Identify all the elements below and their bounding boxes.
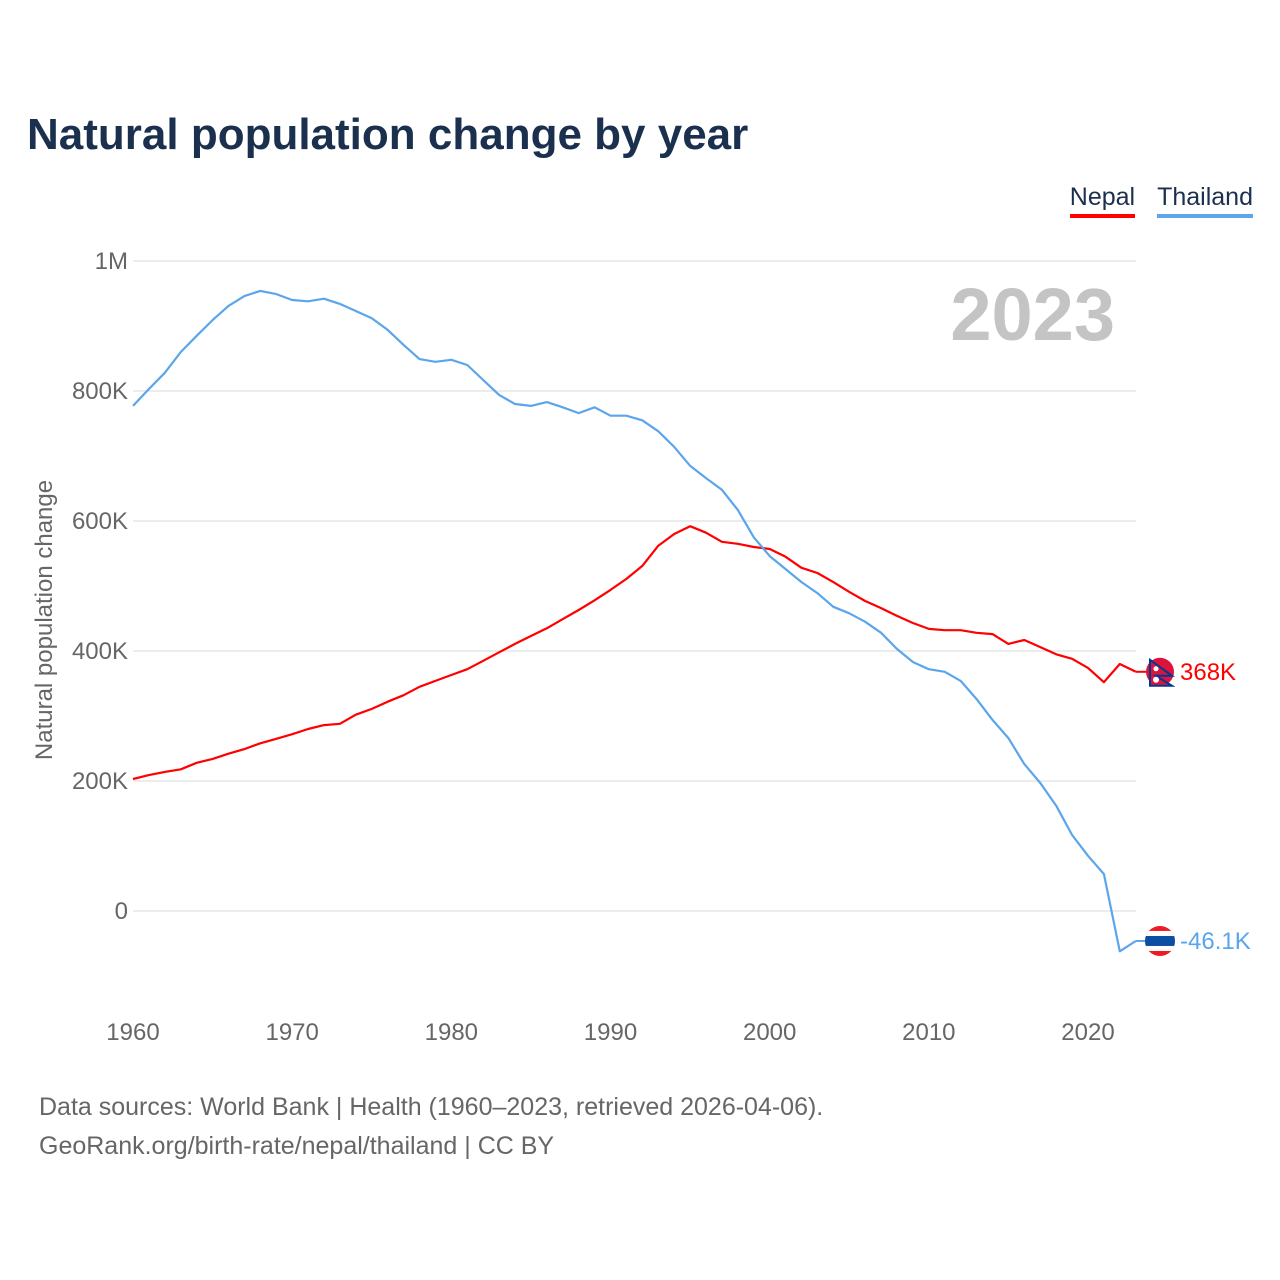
source-line-1: Data sources: World Bank | Health (1960–… bbox=[39, 1093, 824, 1121]
x-tick-label: 2010 bbox=[902, 1019, 955, 1046]
x-tick-label: 1960 bbox=[106, 1019, 159, 1046]
source-note: Data sources: World Bank | Health (1960–… bbox=[39, 1088, 823, 1166]
thailand-flag-icon bbox=[1145, 925, 1175, 956]
y-tick-label: 0 bbox=[115, 898, 128, 925]
chart-title: Natural population change by year bbox=[27, 110, 749, 159]
legend-item-thailand[interactable]: Thailand bbox=[1157, 183, 1253, 218]
x-tick-label: 2020 bbox=[1061, 1019, 1114, 1046]
y-tick-label: 200K bbox=[72, 768, 128, 795]
series-line-nepal bbox=[132, 525, 1137, 781]
y-tick-label: 400K bbox=[72, 638, 128, 665]
legend: Nepal Thailand bbox=[1069, 183, 1253, 218]
y-tick-label: 800K bbox=[72, 378, 128, 405]
y-tick-label: 1M bbox=[95, 248, 128, 275]
end-label-nepal: 368K bbox=[1180, 659, 1236, 686]
nepal-flag-icon bbox=[1146, 657, 1176, 687]
y-tick-label: 600K bbox=[72, 508, 128, 535]
source-line-2[interactable]: GeoRank.org/birth-rate/nepal/thailand | … bbox=[39, 1132, 555, 1160]
year-watermark: 2023 bbox=[950, 273, 1115, 356]
y-axis-label: Natural population change bbox=[31, 480, 58, 760]
end-label-thailand: -46.1K bbox=[1180, 928, 1251, 955]
x-tick-label: 1970 bbox=[265, 1019, 318, 1046]
series-line-thailand bbox=[132, 289, 1137, 953]
x-tick-label: 2000 bbox=[743, 1019, 796, 1046]
legend-item-nepal[interactable]: Nepal bbox=[1069, 183, 1136, 218]
x-tick-label: 1980 bbox=[425, 1019, 478, 1046]
x-tick-label: 1990 bbox=[584, 1019, 637, 1046]
